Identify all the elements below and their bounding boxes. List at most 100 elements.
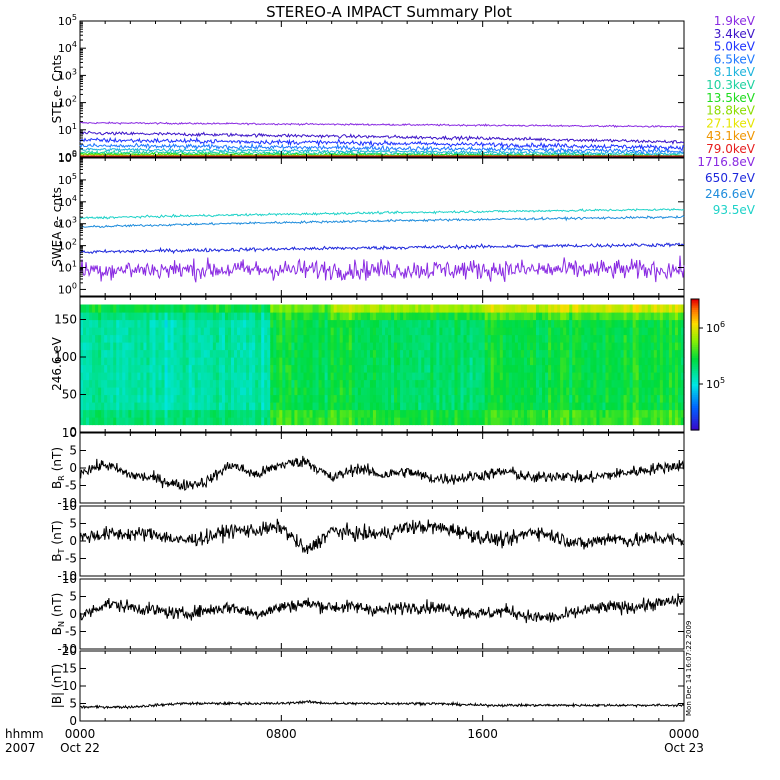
pad-cell bbox=[209, 342, 214, 351]
pad-cell bbox=[279, 327, 283, 336]
pad-cell bbox=[300, 387, 305, 396]
pad-cell bbox=[560, 357, 564, 366]
ste-ytick-label-base: 10 bbox=[58, 69, 72, 82]
pad-cell bbox=[372, 304, 377, 313]
pad-cell bbox=[560, 379, 564, 388]
pad-cell bbox=[502, 357, 507, 366]
pad-cell bbox=[327, 349, 332, 358]
pad-cell bbox=[206, 319, 211, 328]
pad-cell bbox=[89, 364, 93, 373]
pad-cell bbox=[382, 319, 386, 328]
pad-cell bbox=[255, 372, 259, 381]
pad-cell bbox=[276, 342, 280, 351]
pad-cell bbox=[436, 387, 440, 396]
pad-cell bbox=[469, 409, 474, 418]
pad-cell bbox=[158, 387, 163, 396]
pad-cell bbox=[626, 364, 631, 373]
pad-cell bbox=[508, 319, 513, 328]
pad-cell bbox=[605, 372, 610, 381]
pad-cell bbox=[119, 327, 123, 336]
pad-cell bbox=[596, 394, 601, 403]
pad-cell bbox=[267, 349, 271, 358]
pad-cell bbox=[611, 409, 616, 418]
pad-cell bbox=[424, 357, 428, 366]
pad-cell bbox=[209, 372, 214, 381]
pad-cell bbox=[400, 342, 404, 351]
pad-cell bbox=[466, 379, 471, 388]
pad-cell bbox=[221, 327, 226, 336]
pad-cell bbox=[590, 409, 594, 418]
pad-cell bbox=[324, 349, 329, 358]
pad-cell bbox=[629, 349, 634, 358]
pad-cell bbox=[484, 349, 489, 358]
pad-cell bbox=[587, 342, 591, 351]
pad-cell bbox=[385, 349, 389, 358]
pad-cell bbox=[599, 319, 604, 328]
pad-cell bbox=[623, 372, 628, 381]
pad-cell bbox=[466, 342, 471, 351]
pad-cell bbox=[95, 319, 99, 328]
pad-cell bbox=[224, 379, 229, 388]
pad-cell bbox=[418, 334, 422, 343]
pad-cell bbox=[252, 319, 256, 328]
pad-cell bbox=[173, 319, 178, 328]
pad-cell bbox=[264, 364, 268, 373]
pad-cell bbox=[140, 357, 145, 366]
pad-cell bbox=[526, 387, 531, 396]
pad-cell bbox=[674, 342, 679, 351]
pad-cell bbox=[321, 394, 326, 403]
pad-cell bbox=[119, 312, 123, 321]
pad-cell bbox=[294, 394, 299, 403]
pad-cell bbox=[599, 357, 604, 366]
pad-cell bbox=[264, 312, 268, 321]
pad-cell bbox=[617, 334, 622, 343]
pad-cell bbox=[448, 319, 453, 328]
pad-cell bbox=[439, 379, 443, 388]
pad-cell bbox=[321, 349, 326, 358]
pad-cell bbox=[406, 387, 410, 396]
pad-cell bbox=[324, 394, 329, 403]
pad-cell bbox=[288, 394, 292, 403]
pad-cell bbox=[472, 364, 477, 373]
pad-cell bbox=[131, 304, 135, 313]
pad-cell bbox=[578, 304, 582, 313]
pad-cell bbox=[336, 319, 341, 328]
pad-cell bbox=[581, 304, 585, 313]
pad-cell bbox=[430, 394, 434, 403]
pad-cell bbox=[303, 372, 308, 381]
colorbar-cell bbox=[691, 353, 699, 357]
pad-cell bbox=[587, 357, 591, 366]
pad-cell bbox=[227, 387, 232, 396]
pad-cell bbox=[448, 334, 453, 343]
pad-cell bbox=[249, 364, 253, 373]
pad-cell bbox=[475, 417, 480, 426]
pad-cell bbox=[95, 342, 99, 351]
pad-cell bbox=[502, 304, 507, 313]
pad-cell bbox=[436, 402, 440, 411]
pad-cell bbox=[421, 357, 425, 366]
pad-cell bbox=[596, 312, 601, 321]
pad-cell bbox=[345, 342, 350, 351]
pad-cell bbox=[493, 394, 498, 403]
pad-cell bbox=[137, 409, 141, 418]
pad-cell bbox=[554, 364, 558, 373]
pad-cell bbox=[536, 342, 540, 351]
pad-cell bbox=[533, 349, 537, 358]
pad-cell bbox=[221, 402, 226, 411]
pad-cell bbox=[86, 334, 90, 343]
pad-cell bbox=[596, 327, 601, 336]
pad-cell bbox=[288, 364, 292, 373]
pad-cell bbox=[499, 402, 504, 411]
pad-cell bbox=[179, 364, 184, 373]
colorbar-cell bbox=[691, 381, 699, 385]
pad-cell bbox=[357, 312, 362, 321]
pad-cell bbox=[388, 387, 392, 396]
pad-cell bbox=[632, 409, 637, 418]
ste-ytick-label-base: 10 bbox=[58, 124, 72, 137]
swea-ytick-label-base: 10 bbox=[58, 174, 72, 187]
pad-cell bbox=[421, 417, 425, 426]
pad-cell bbox=[152, 409, 157, 418]
pad-cell bbox=[333, 372, 338, 381]
pad-cell bbox=[554, 304, 558, 313]
pad-cell bbox=[433, 394, 437, 403]
